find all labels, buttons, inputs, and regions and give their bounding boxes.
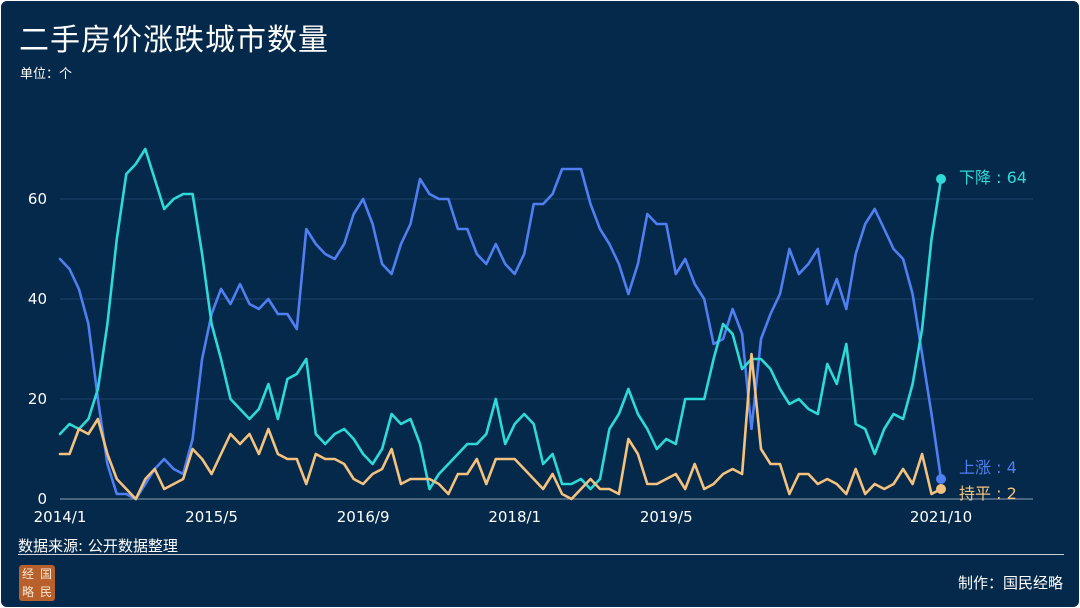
seal-char: 民 <box>39 585 52 599</box>
x-tick-label: 2019/5 <box>640 508 693 526</box>
chart-title: 二手房价涨跌城市数量 <box>19 23 329 58</box>
y-axis-ticks: 0 20 40 60 <box>28 190 47 508</box>
x-tick-label: 2016/9 <box>337 508 390 526</box>
grid-lines <box>60 198 1033 500</box>
y-tick-label: 20 <box>28 390 47 408</box>
x-tick-label: 2021/10 <box>910 508 972 526</box>
series-endpoint-上涨 <box>936 474 946 484</box>
data-source: 数据来源: 公开数据整理 <box>18 537 178 555</box>
series-endpoint-下降 <box>936 174 946 184</box>
footer-divider <box>18 554 1064 555</box>
brand-seal-logo: 经 国 略 民 <box>19 565 55 601</box>
maker-credit: 制作：国民经略 <box>957 574 1063 592</box>
y-tick-label: 0 <box>37 490 47 508</box>
series-endpoint-持平 <box>936 484 946 494</box>
y-tick-label: 40 <box>28 290 47 308</box>
series-end-label-下降: 下降 : 64 <box>959 168 1027 187</box>
x-tick-label: 2015/5 <box>185 508 238 526</box>
series-line-持平 <box>58 352 943 501</box>
series-line-上涨 <box>58 167 943 501</box>
seal-char: 略 <box>21 585 34 599</box>
x-tick-label: 2018/1 <box>488 508 541 526</box>
seal-char: 国 <box>39 567 52 581</box>
x-tick-label: 2014/1 <box>34 508 87 526</box>
unit-label: 单位：个 <box>20 67 73 82</box>
series-end-label-上涨: 上涨 : 4 <box>959 458 1017 477</box>
y-tick-label: 60 <box>28 190 47 208</box>
series-end-label-持平: 持平 : 2 <box>959 484 1017 503</box>
series-lines <box>58 147 943 501</box>
x-axis-ticks: 2014/1 2015/5 2016/9 2018/1 2019/5 2021/10 <box>34 508 973 526</box>
series-line-下降 <box>58 147 943 491</box>
series-endpoints: 上涨 : 4 下降 : 64 持平 : 2 <box>936 168 1027 503</box>
seal-char: 经 <box>21 567 34 581</box>
